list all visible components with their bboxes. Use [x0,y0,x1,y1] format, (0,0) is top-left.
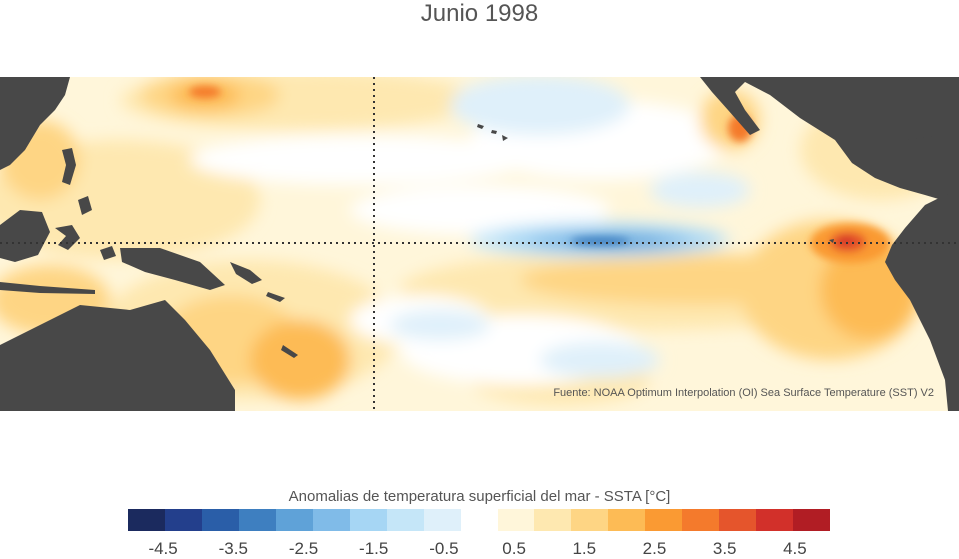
colorbar-tick-label: 0.5 [502,539,526,558]
data-source-note: Fuente: NOAA Optimum Interpolation (OI) … [553,387,934,399]
colorbar-swatch [312,509,350,531]
colorbar-tick-label: 2.5 [642,539,667,558]
anomaly-field [0,77,959,405]
colorbar-swatch [793,509,831,531]
colorbar-swatch [645,509,683,531]
colorbar-swatch [534,509,572,531]
colorbar-swatch [423,509,461,531]
colorbar-tick-label: -2.5 [288,539,319,558]
colorbar-tick-label: 3.5 [712,539,737,558]
colorbar-tick-label: -1.5 [359,539,389,558]
colorbar-swatch [128,509,165,531]
colorbar-tick-label: -3.5 [218,539,248,558]
colorbar-swatch [608,509,646,531]
colorbar-swatch [275,509,313,531]
colorbar-swatch [238,509,276,531]
colorbar-swatch [571,509,609,531]
colorbar-tick-label: -0.5 [429,539,459,558]
colorbar-swatch [164,509,202,531]
colorbar-swatch [682,509,720,531]
colorbar [128,509,831,531]
colorbar-swatch [719,509,757,531]
ssta-map [0,77,959,411]
colorbar-tick-label: 1.5 [572,539,597,558]
colorbar-swatch [460,509,498,531]
colorbar-swatch [201,509,239,531]
map-title: Junio 1998 [420,0,539,27]
colorbar-ticks: -4.5 -3.5 -2.5 -1.5 -0.5 0.5 1.5 2.5 3.5 4.5 [128,539,830,558]
colorbar-tick-label: 4.5 [783,539,807,558]
colorbar-swatch [497,509,535,531]
land [0,77,959,411]
colorbar-title: Anomalias de temperatura superficial del… [288,488,671,505]
colorbar-swatch [386,509,424,531]
colorbar-swatch [756,509,794,531]
anomaly-peaks [189,86,890,263]
colorbar-tick-label: -4.5 [148,539,178,558]
colorbar-swatch [349,509,387,531]
